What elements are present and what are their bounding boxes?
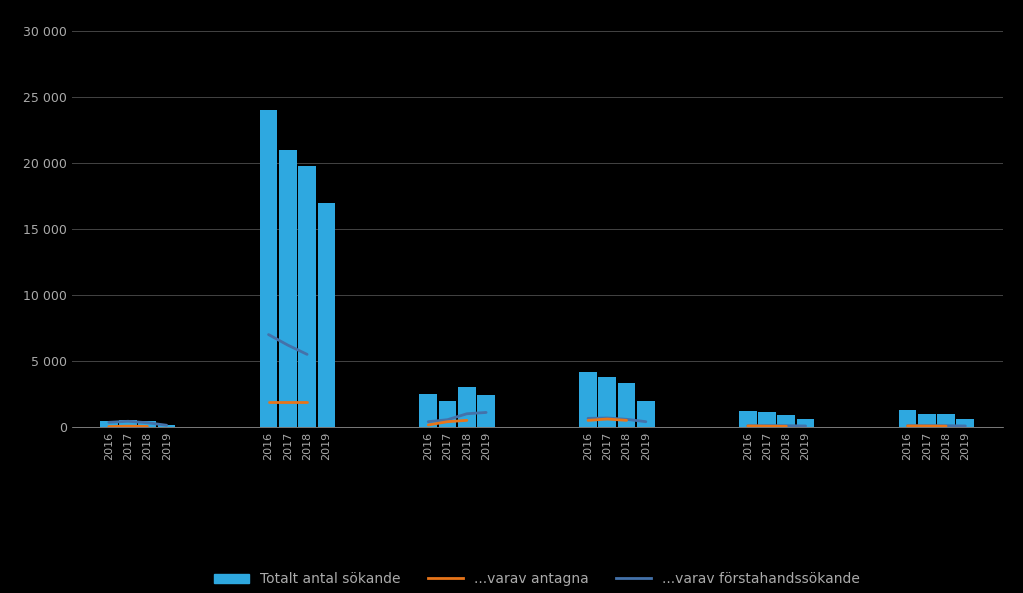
Bar — [937, 415, 954, 427]
Bar — [797, 419, 814, 427]
Bar — [120, 420, 137, 427]
Bar — [478, 396, 495, 427]
Bar — [957, 419, 974, 427]
Bar — [419, 394, 437, 427]
Bar — [317, 203, 336, 427]
Bar — [598, 377, 616, 427]
Bar — [458, 387, 476, 427]
Bar — [637, 400, 655, 427]
Bar — [579, 372, 596, 427]
Bar — [138, 421, 157, 427]
Bar — [260, 110, 277, 427]
Bar — [279, 150, 297, 427]
Bar — [100, 421, 118, 427]
Bar — [618, 384, 635, 427]
Legend: Totalt antal sökande, ...varav antagna, ...varav förstahandssökande: Totalt antal sökande, ...varav antagna, … — [209, 567, 865, 592]
Bar — [299, 165, 316, 427]
Bar — [898, 410, 917, 427]
Bar — [777, 415, 795, 427]
Bar — [158, 425, 176, 427]
Bar — [439, 400, 456, 427]
Bar — [758, 413, 775, 427]
Bar — [739, 411, 757, 427]
Bar — [918, 414, 936, 427]
